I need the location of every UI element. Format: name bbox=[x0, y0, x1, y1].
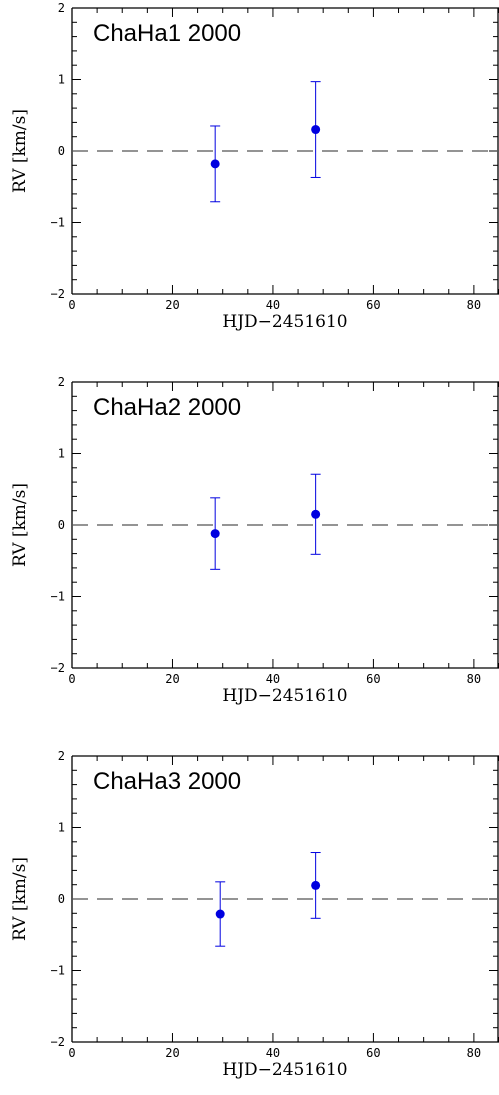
y-axis-label: RV [km/s] bbox=[10, 109, 30, 193]
y-tick-label: 1 bbox=[58, 447, 65, 461]
x-tick-label: 40 bbox=[266, 298, 280, 312]
data-point bbox=[311, 509, 321, 519]
x-tick-label: 60 bbox=[366, 672, 380, 686]
x-tick-label: 80 bbox=[467, 1046, 481, 1060]
chart-panel-3: 0 20 40 60 80 2 1 0 −1 −2 HJD−2451610 RV [km/s] ChaH… bbox=[10, 749, 499, 1080]
chart-title: ChaHa1 2000 bbox=[93, 20, 241, 47]
y-tick-label: 2 bbox=[58, 375, 65, 389]
chart-panel-1: 0 20 40 60 80 2 1 0 −1 −2 HJD−2451610 RV [km/s] ChaH… bbox=[10, 1, 499, 332]
x-tick-label: 20 bbox=[165, 672, 179, 686]
chart-panel-2: 0 20 40 60 80 2 1 0 −1 −2 HJD−2451610 RV [km/s] ChaH… bbox=[10, 375, 499, 706]
y-tick-label: 1 bbox=[58, 821, 65, 835]
y-tick-label: 0 bbox=[58, 144, 65, 158]
data-point bbox=[215, 909, 225, 919]
y-axis-label: RV [km/s] bbox=[10, 857, 30, 941]
y-tick-label: −1 bbox=[51, 964, 65, 978]
x-tick-label: 0 bbox=[68, 298, 75, 312]
x-tick-label: 60 bbox=[366, 298, 380, 312]
x-tick-label: 80 bbox=[467, 298, 481, 312]
chart-title: ChaHa2 2000 bbox=[93, 394, 241, 421]
x-tick-label: 40 bbox=[266, 672, 280, 686]
data-point bbox=[311, 125, 321, 135]
x-axis-label: HJD−2451610 bbox=[222, 1060, 347, 1080]
y-tick-label: 0 bbox=[58, 892, 65, 906]
y-tick-label: 2 bbox=[58, 749, 65, 763]
x-tick-label: 0 bbox=[68, 672, 75, 686]
y-tick-label: −2 bbox=[51, 1035, 65, 1049]
x-tick-label: 20 bbox=[165, 298, 179, 312]
data-point bbox=[311, 880, 321, 890]
x-axis-label: HJD−2451610 bbox=[222, 312, 347, 332]
x-tick-label: 0 bbox=[68, 1046, 75, 1060]
y-tick-label: 0 bbox=[58, 518, 65, 532]
data-point bbox=[210, 159, 220, 169]
y-axis-label: RV [km/s] bbox=[10, 483, 30, 567]
y-tick-label: −1 bbox=[51, 590, 65, 604]
y-tick-label: −2 bbox=[51, 661, 65, 675]
y-tick-label: 1 bbox=[58, 73, 65, 87]
y-tick-label: 2 bbox=[58, 1, 65, 15]
chart-title: ChaHa3 2000 bbox=[93, 768, 241, 795]
x-tick-label: 40 bbox=[266, 1046, 280, 1060]
data-point bbox=[210, 529, 220, 539]
y-tick-label: −2 bbox=[51, 287, 65, 301]
x-tick-label: 60 bbox=[366, 1046, 380, 1060]
y-tick-label: −1 bbox=[51, 216, 65, 230]
x-tick-label: 20 bbox=[165, 1046, 179, 1060]
x-tick-label: 80 bbox=[467, 672, 481, 686]
x-axis-label: HJD−2451610 bbox=[222, 686, 347, 706]
